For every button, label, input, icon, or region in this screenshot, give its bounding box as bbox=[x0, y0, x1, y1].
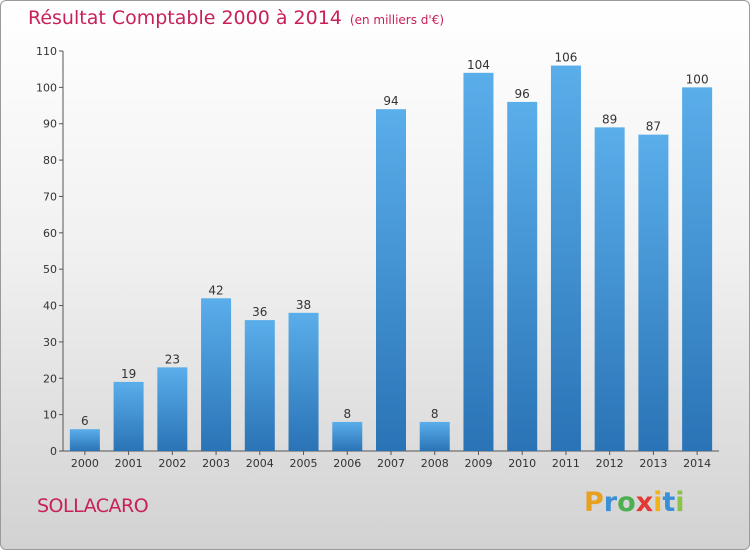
y-tick-label: 100 bbox=[36, 81, 57, 94]
x-tick-label: 2006 bbox=[333, 457, 361, 470]
data-label: 100 bbox=[686, 72, 709, 86]
data-label: 106 bbox=[554, 51, 577, 65]
title-text: Résultat Comptable 2000 à 2014 bbox=[28, 7, 342, 29]
x-tick-label: 2000 bbox=[71, 457, 99, 470]
x-tick-label: 2005 bbox=[290, 457, 318, 470]
bar bbox=[594, 127, 625, 451]
bar bbox=[157, 367, 188, 451]
data-label: 96 bbox=[515, 87, 530, 101]
y-tick-label: 70 bbox=[43, 190, 57, 203]
y-tick-label: 10 bbox=[43, 409, 57, 422]
y-tick-label: 0 bbox=[50, 445, 57, 458]
bar bbox=[550, 65, 581, 451]
proxiti-logo: Proxiti bbox=[584, 487, 685, 518]
bar bbox=[288, 312, 319, 451]
data-label: 23 bbox=[165, 352, 180, 366]
data-label: 104 bbox=[467, 58, 490, 72]
y-tick-label: 60 bbox=[43, 227, 57, 240]
y-tick-label: 20 bbox=[43, 372, 57, 385]
x-tick-label: 2004 bbox=[246, 457, 274, 470]
bar bbox=[332, 421, 363, 451]
bar bbox=[463, 72, 494, 452]
bar bbox=[376, 109, 406, 451]
x-tick-label: 2001 bbox=[115, 457, 143, 470]
bars bbox=[69, 65, 713, 452]
x-tick-label: 2011 bbox=[552, 457, 580, 470]
commune-name: SOLLACARO bbox=[37, 495, 149, 517]
x-tick-label: 2012 bbox=[596, 457, 624, 470]
data-label: 89 bbox=[602, 112, 617, 126]
y-tick-label: 90 bbox=[43, 118, 57, 131]
logo-letter: o bbox=[617, 487, 636, 518]
y-tick-label: 110 bbox=[36, 45, 57, 58]
data-label: 19 bbox=[121, 367, 136, 381]
data-label: 87 bbox=[646, 120, 661, 134]
data-label: 38 bbox=[296, 298, 311, 312]
bar bbox=[507, 101, 538, 451]
x-tick-label: 2003 bbox=[202, 457, 230, 470]
data-label: 94 bbox=[383, 94, 398, 108]
logo-letter: i bbox=[653, 487, 663, 518]
data-label: 36 bbox=[252, 305, 267, 319]
bar bbox=[682, 87, 713, 451]
bar bbox=[638, 134, 669, 452]
data-label: 6 bbox=[81, 414, 89, 428]
y-tick-label: 30 bbox=[43, 336, 57, 349]
x-tick-label: 2009 bbox=[464, 457, 492, 470]
x-tick-label: 2008 bbox=[421, 457, 449, 470]
x-tick-label: 2013 bbox=[639, 457, 667, 470]
y-tick-label: 80 bbox=[43, 154, 57, 167]
x-tick-label: 2014 bbox=[683, 457, 711, 470]
bar bbox=[201, 298, 232, 451]
data-label: 8 bbox=[431, 407, 439, 421]
x-tick-label: 2010 bbox=[508, 457, 536, 470]
bar bbox=[244, 320, 275, 451]
x-tick-label: 2007 bbox=[377, 457, 405, 470]
y-tick-label: 40 bbox=[43, 300, 57, 313]
logo-letter: x bbox=[635, 487, 654, 518]
data-label: 42 bbox=[208, 283, 223, 297]
logo-letter: i bbox=[675, 487, 685, 518]
bar bbox=[419, 421, 450, 451]
logo-letter: P bbox=[584, 487, 604, 518]
data-label: 8 bbox=[343, 407, 351, 421]
x-tick-label: 2002 bbox=[158, 457, 186, 470]
bar bbox=[69, 429, 100, 451]
y-tick-label: 50 bbox=[43, 263, 57, 276]
data-labels: 6 19 23 42 36 38 8 94 8 104 96 106 89 87 100 bbox=[81, 51, 709, 429]
unit-label: (en milliers d'€) bbox=[349, 13, 445, 27]
logo-letter: r bbox=[603, 487, 618, 518]
chart-title: Résultat Comptable 2000 à 2014 (en millie… bbox=[28, 7, 444, 29]
bar bbox=[113, 381, 144, 451]
logo-letter: t bbox=[662, 487, 676, 518]
